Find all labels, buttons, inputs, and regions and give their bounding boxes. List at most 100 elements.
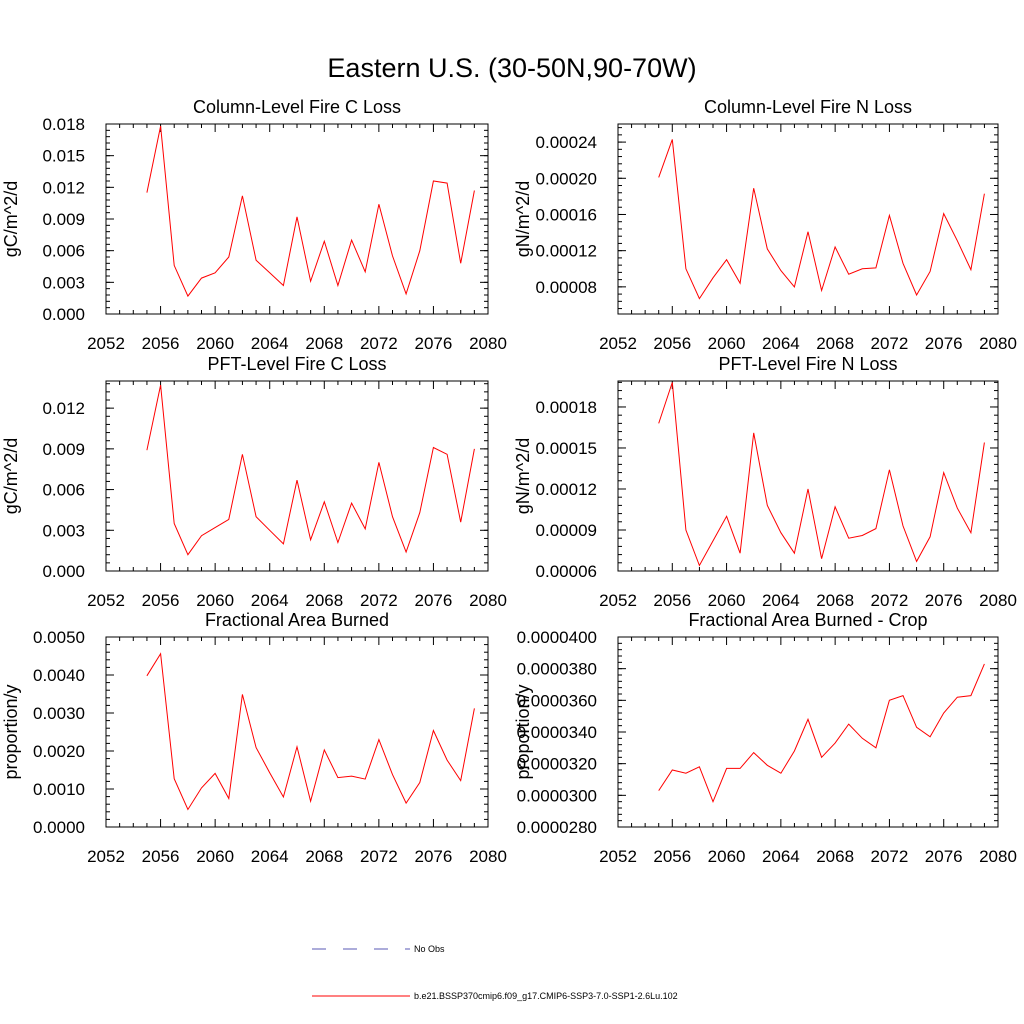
y-tick-label: 0.012 [42,399,85,418]
panel-title: PFT-Level Fire C Loss [207,354,386,374]
y-tick-label: 0.00009 [536,521,597,540]
x-tick-label: 2064 [251,847,289,866]
x-tick-label: 2068 [305,847,343,866]
panel-title: Fractional Area Burned [205,610,389,630]
y-axis-label: proportion/y [1,684,21,779]
y-tick-label: 0.00012 [536,480,597,499]
y-axis-label: proportion/y [513,684,533,779]
x-tick-label: 2056 [142,591,180,610]
y-tick-label: 0.00008 [536,278,597,297]
plot-frame [105,636,489,828]
x-tick-label: 2052 [599,591,637,610]
x-tick-label: 2060 [196,334,234,353]
x-tick-label: 2068 [816,847,854,866]
x-tick-label: 2072 [871,334,909,353]
x-tick-label: 2060 [708,334,746,353]
chart-panel-5: Fractional Area Burned proportion/y 2052 20… [1,610,507,866]
x-tick-label: 2052 [87,334,125,353]
y-tick-label: 0.0000280 [517,818,597,837]
x-tick-label: 2052 [87,847,125,866]
panel-title: Fractional Area Burned - Crop [688,610,927,630]
y-tick-label: 0.0010 [33,780,85,799]
x-tick-label: 2056 [653,847,691,866]
x-tick-label: 2052 [599,334,637,353]
x-tick-label: 2072 [360,847,398,866]
x-tick-label: 2056 [653,591,691,610]
y-tick-label: 0.009 [42,440,85,459]
chart-panel-3: PFT-Level Fire C Loss gC/m^2/d 2052 2056 206… [1,354,507,610]
y-tick-label: 0.00016 [536,205,597,224]
panel-title: PFT-Level Fire N Loss [718,354,897,374]
legend-model-label: b.e21.BSSP370cmip6.f09_g17.CMIP6-SSP3-7.… [414,991,678,1001]
chart-panel-1: Column-Level Fire C Loss gC/m^2/d 2052 2056… [1,97,507,353]
x-tick-label: 2068 [816,334,854,353]
series-line-1 [658,382,985,567]
y-tick-label: 0.0000400 [517,628,597,647]
x-tick-label: 2080 [979,847,1017,866]
series-line-1 [658,139,985,300]
y-tick-label: 0.00012 [536,242,597,261]
x-tick-label: 2060 [708,847,746,866]
x-tick-label: 2072 [360,334,398,353]
chart-panel-6: Fractional Area Burned - Crop proportion/… [513,610,1017,866]
y-tick-label: 0.006 [42,242,85,261]
x-tick-label: 2076 [415,334,453,353]
y-tick-label: 0.006 [42,481,85,500]
series-line-1 [146,384,475,556]
y-tick-label: 0.000 [42,305,85,324]
y-tick-label: 0.003 [42,273,85,292]
x-tick-label: 2076 [925,334,963,353]
x-tick-label: 2064 [251,334,289,353]
series-line-1 [146,125,475,298]
chart-panel-2: Column-Level Fire N Loss gN/m^2/d 2052 2056… [513,97,1017,353]
x-tick-label: 2060 [196,847,234,866]
x-tick-label: 2080 [469,847,507,866]
x-tick-label: 2064 [251,591,289,610]
x-tick-label: 2072 [360,591,398,610]
panel-title: Column-Level Fire N Loss [704,97,912,117]
x-tick-label: 2064 [762,591,800,610]
y-tick-label: 0.000 [42,562,85,581]
y-tick-label: 0.012 [42,178,85,197]
x-tick-label: 2076 [415,847,453,866]
y-tick-label: 0.00020 [536,169,597,188]
figure-title: Eastern U.S. (30-50N,90-70W) [327,53,696,83]
legend: No Obs b.e21.BSSP370cmip6.f09_g17.CMIP6-… [312,944,678,1001]
x-tick-label: 2068 [305,591,343,610]
y-tick-label: 0.0000 [33,818,85,837]
x-tick-label: 2072 [871,847,909,866]
y-tick-label: 0.00018 [536,398,597,417]
x-tick-label: 2068 [305,334,343,353]
plot-frame [617,636,999,828]
y-tick-label: 0.0000300 [517,786,597,805]
series-line-1 [146,652,475,811]
panel-title: Column-Level Fire C Loss [193,97,401,117]
x-tick-label: 2056 [142,847,180,866]
x-tick-label: 2052 [87,591,125,610]
x-tick-label: 2064 [762,847,800,866]
y-tick-label: 0.003 [42,521,85,540]
x-tick-label: 2072 [871,591,909,610]
y-tick-label: 0.0000320 [517,755,597,774]
y-tick-label: 0.0020 [33,742,85,761]
x-tick-label: 2080 [979,591,1017,610]
chart-panel-4: PFT-Level Fire N Loss gN/m^2/d 2052 2056 206… [513,354,1017,610]
x-tick-label: 2056 [142,334,180,353]
series-line-1 [658,663,985,804]
y-axis-label: gC/m^2/d [1,438,21,514]
y-tick-label: 0.0000360 [517,691,597,710]
x-tick-label: 2076 [415,591,453,610]
x-tick-label: 2080 [469,591,507,610]
y-tick-label: 0.015 [42,147,85,166]
x-tick-label: 2060 [708,591,746,610]
y-axis-label: gN/m^2/d [513,181,533,257]
y-tick-label: 0.0050 [33,628,85,647]
y-tick-label: 0.0000340 [517,723,597,742]
y-tick-label: 0.00015 [536,439,597,458]
x-tick-label: 2060 [196,591,234,610]
y-tick-label: 0.0000380 [517,660,597,679]
x-tick-label: 2068 [816,591,854,610]
x-tick-label: 2076 [925,847,963,866]
x-tick-label: 2080 [979,334,1017,353]
